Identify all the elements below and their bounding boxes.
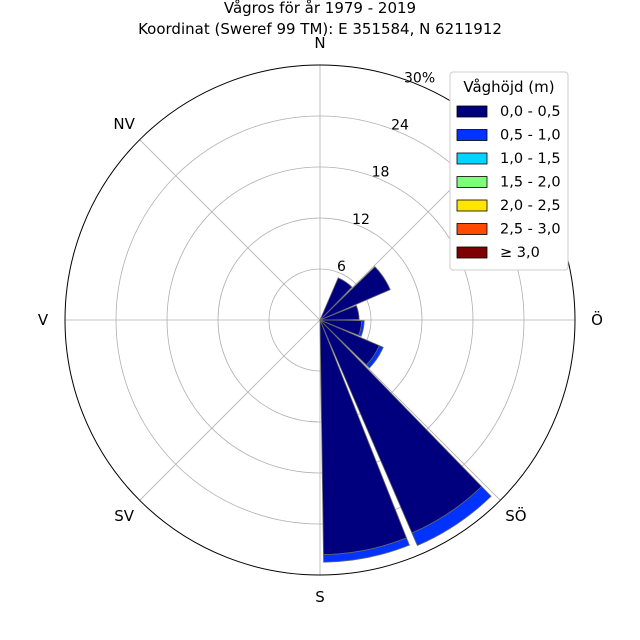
polar-grid (65, 65, 575, 575)
legend-swatch (456, 223, 488, 235)
grid-spoke (139, 319, 321, 501)
sector-bar (358, 320, 365, 337)
sector-bar (365, 345, 384, 369)
legend-label: 2,5 - 3,0 (500, 222, 561, 238)
legend-swatch (456, 246, 488, 259)
legend-label: 1,0 - 1,5 (500, 151, 561, 167)
compass-label: Ö (591, 310, 603, 329)
sector-bars (319, 266, 492, 563)
legend-label: 0,0 - 0,5 (500, 104, 561, 120)
legend-swatch (456, 105, 488, 118)
sector-bar (319, 305, 360, 321)
radial-tick-label: 12 (352, 212, 370, 228)
sector-bar (319, 277, 353, 321)
legend-swatch (456, 199, 488, 212)
radial-tick-label: 6 (337, 259, 346, 275)
legend-swatch (456, 176, 488, 188)
compass-label: NV (113, 115, 135, 133)
grid-spoke (139, 139, 321, 321)
legend-label: ≥ 3,0 (500, 245, 540, 261)
legend-box (449, 71, 569, 271)
chart-title: Vågros för år 1979 - 2019 (224, 0, 416, 17)
legend-label: 0,5 - 1,0 (500, 128, 561, 144)
legend-title: Våghöjd (m) (463, 78, 554, 96)
legend-items: 0,0 - 0,5 0,5 - 1,0 1,0 - 1,5 1,5 - 2,0 2,0 … (456, 104, 561, 261)
compass-label: V (38, 311, 49, 329)
legend-swatch (456, 129, 488, 141)
chart-subtitle: Koordinat (Sweref 99 TM): E 351584, N 62… (138, 20, 502, 38)
compass-label: S (315, 588, 325, 606)
legend: Våghöjd (m) 0,0 - 0,5 0,5 - 1,0 1,0 - 1,5 1… (449, 71, 569, 271)
outer-frame (64, 64, 576, 576)
radial-tick-label: 18 (372, 165, 390, 181)
grid-spoke (319, 319, 501, 501)
sector-bar (323, 537, 410, 563)
compass-label: N (314, 34, 325, 52)
sector-bar (319, 266, 391, 321)
compass-label: SÖ (505, 506, 526, 525)
sector-bar (411, 485, 492, 547)
legend-label: 2,0 - 2,5 (500, 198, 561, 214)
legend-swatch (456, 152, 488, 165)
legend-label: 1,5 - 2,0 (500, 175, 561, 191)
radial-tick-label: 24 (391, 118, 409, 134)
compass-label: SV (114, 507, 135, 525)
radial-tick-label: 30% (404, 70, 435, 86)
